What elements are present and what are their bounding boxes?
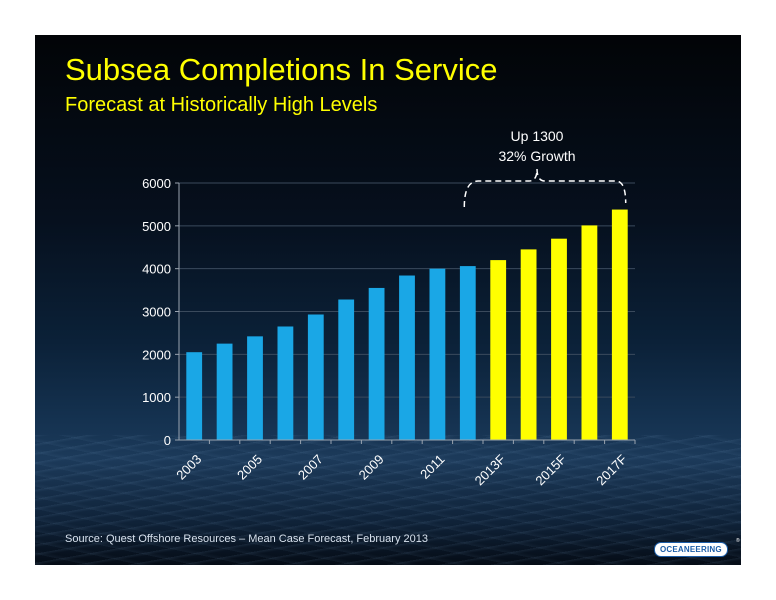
bar-2017F — [611, 209, 628, 440]
bar-2003 — [186, 352, 203, 440]
x-tick-label: 2013F — [472, 451, 509, 488]
slide: Subsea Completions In Service Forecast a… — [35, 35, 741, 565]
x-tick-label: 2015F — [532, 451, 569, 488]
y-tick-label: 1000 — [142, 390, 171, 405]
y-tick-label: 2000 — [142, 347, 171, 362]
x-tick-label: 2005 — [234, 452, 265, 483]
bar-2016F — [581, 225, 598, 440]
x-tick-label: 2011 — [417, 452, 447, 482]
bar-2014F — [520, 249, 537, 440]
bar-2005 — [247, 336, 263, 440]
bar-2004 — [216, 343, 233, 440]
source-note: Source: Quest Offshore Resources – Mean … — [65, 533, 428, 545]
x-tick-label: 2003 — [173, 452, 204, 483]
annotation-line-2: 32% Growth — [498, 148, 575, 164]
bar-2009 — [368, 287, 385, 440]
registered-mark: ® — [736, 538, 740, 544]
y-tick-label: 6000 — [142, 176, 171, 191]
bar-2008 — [338, 299, 355, 440]
growth-annotation: Up 1300 32% Growth — [463, 128, 627, 208]
slide-title: Subsea Completions In Service — [65, 52, 498, 87]
y-tick-label: 0 — [164, 433, 171, 448]
slide-subtitle: Forecast at Historically High Levels — [65, 94, 378, 116]
bar-2015F — [551, 238, 567, 440]
bar-chart: 0 1000 2000 3000 4000 5000 6000 2003 2005 2007 200… — [142, 128, 636, 488]
annotation-line-1: Up 1300 — [511, 128, 564, 144]
x-tick-label: 2009 — [356, 452, 387, 483]
bar-2010 — [399, 275, 415, 440]
y-tick-label: 5000 — [142, 219, 171, 234]
bar-2013F — [490, 260, 507, 440]
oceaneering-logo: OCEANEERING — [654, 542, 728, 557]
y-tick-label: 4000 — [142, 262, 171, 277]
bar-2007 — [307, 314, 324, 440]
x-tick-label: 2007 — [295, 452, 326, 483]
bar-2012 — [459, 266, 476, 440]
y-tick-label: 3000 — [142, 305, 171, 320]
bar-2006 — [277, 326, 294, 440]
bar-2011 — [429, 268, 446, 440]
x-tick-label: 2017F — [593, 451, 630, 488]
growth-brace — [463, 168, 627, 208]
bars — [186, 209, 628, 440]
